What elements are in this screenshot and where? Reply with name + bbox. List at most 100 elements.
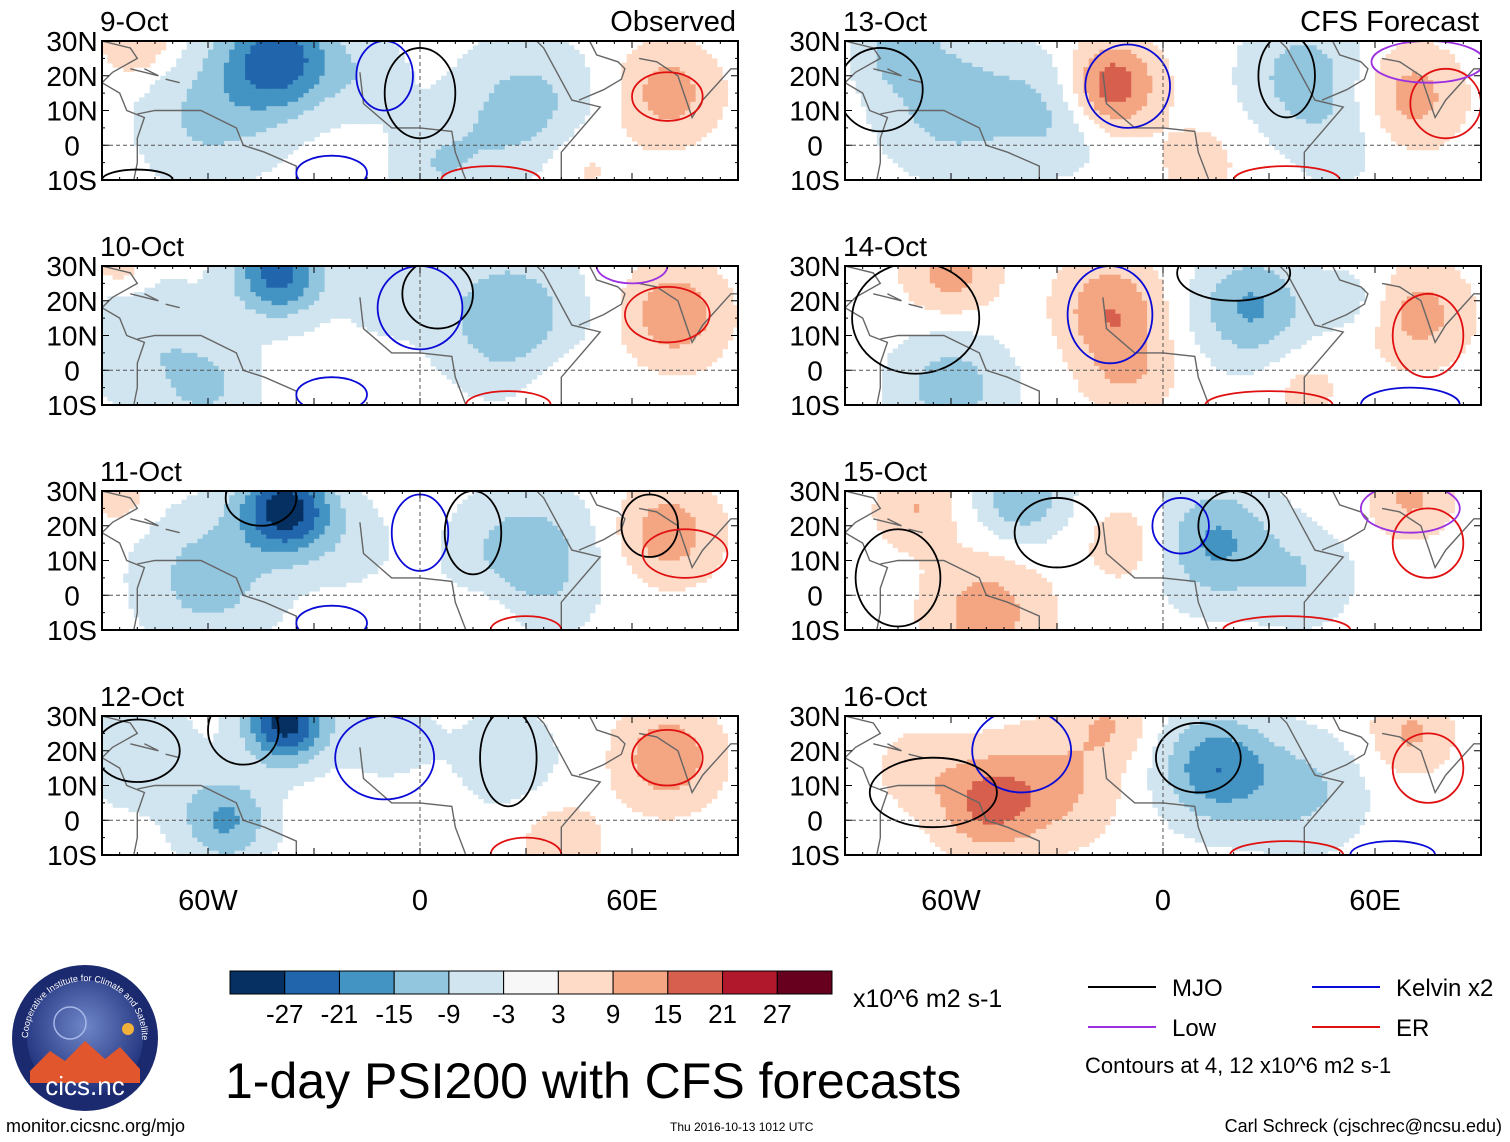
field-cell (499, 313, 506, 319)
field-cell (457, 71, 463, 77)
field-cell (674, 97, 681, 103)
field-cell (563, 344, 569, 350)
field-cell (250, 296, 257, 302)
field-cell (488, 45, 495, 51)
field-cell (435, 119, 442, 125)
field-cell (351, 45, 357, 51)
field-cell (483, 101, 490, 107)
field-cell (250, 313, 257, 319)
field-cell (510, 162, 516, 168)
field-cell (483, 266, 490, 271)
field-cell (192, 158, 198, 164)
field-cell (404, 114, 410, 120)
field-cell (372, 58, 379, 64)
field-cell (568, 123, 575, 129)
field-cell (266, 62, 273, 68)
field-cell (144, 123, 151, 129)
field-cell (303, 106, 310, 112)
field-cell (255, 305, 262, 311)
field-cell (632, 93, 638, 99)
field-cell (515, 166, 522, 172)
field-cell (568, 279, 575, 284)
field-cell (568, 313, 575, 319)
field-cell (319, 296, 326, 302)
field-cell (276, 123, 283, 129)
field-cell (690, 313, 697, 319)
field-cell (457, 153, 463, 159)
field-cell (690, 339, 697, 345)
field-cell (467, 335, 474, 341)
field-cell (223, 274, 230, 280)
field-cell (547, 49, 554, 55)
field-cell (695, 283, 702, 289)
field-cell (287, 331, 294, 337)
field-cell (526, 305, 532, 311)
field-cell (536, 300, 543, 306)
field-cell (197, 352, 204, 358)
field-cell (266, 101, 273, 107)
field-cell (298, 93, 304, 99)
field-cell (123, 49, 130, 55)
field-cell (435, 80, 442, 86)
field-cell (192, 175, 198, 180)
field-cell (314, 318, 320, 324)
field-cell (536, 127, 543, 133)
field-cell (298, 305, 304, 311)
field-cell (319, 71, 326, 77)
field-cell (271, 318, 278, 324)
field-cell (372, 309, 379, 315)
field-cell (398, 283, 405, 289)
field-cell (186, 93, 193, 99)
field-cell (536, 166, 543, 172)
field-cell (515, 114, 522, 120)
field-cell (526, 266, 532, 271)
field-cell (165, 136, 172, 142)
field-cell (388, 84, 395, 90)
field-cell (245, 106, 251, 112)
field-cell (647, 344, 654, 350)
field-cell (239, 127, 246, 133)
field-cell (685, 352, 691, 358)
field-cell (552, 110, 559, 116)
field-cell (711, 67, 718, 72)
field-cell (430, 93, 437, 99)
field-cell (716, 93, 723, 99)
field-cell (441, 313, 448, 319)
field-cell (499, 166, 506, 172)
field-cell (499, 331, 506, 337)
field-cell (504, 158, 511, 164)
field-cell (457, 127, 463, 133)
field-cell (679, 58, 686, 64)
field-cell (594, 171, 601, 177)
field-cell (223, 136, 230, 142)
field-cell (345, 97, 352, 103)
field-cell (573, 88, 580, 94)
field-cell (345, 283, 352, 289)
field-cell (584, 322, 591, 328)
field-cell (266, 270, 273, 276)
field-cell (192, 287, 198, 293)
field-cell (647, 140, 654, 146)
field-cell (547, 71, 554, 77)
field-cell (112, 45, 119, 51)
field-cell (388, 145, 395, 151)
field-cell (690, 71, 697, 77)
field-cell (568, 270, 575, 276)
field-cell (335, 84, 342, 90)
field-cell (372, 88, 379, 94)
field-cell (451, 132, 458, 138)
field-cell (229, 322, 236, 328)
field-cell (261, 93, 267, 99)
field-cell (425, 335, 432, 341)
field-cell (319, 287, 326, 293)
field-cell (202, 305, 209, 311)
field-cell (446, 175, 453, 180)
field-cell (483, 136, 490, 142)
field-cell (700, 93, 707, 99)
field-cell (250, 305, 257, 311)
field-cell (298, 283, 304, 289)
field-cell (663, 106, 670, 112)
field-cell (139, 145, 145, 151)
field-cell (547, 97, 554, 103)
field-cell (531, 75, 538, 81)
